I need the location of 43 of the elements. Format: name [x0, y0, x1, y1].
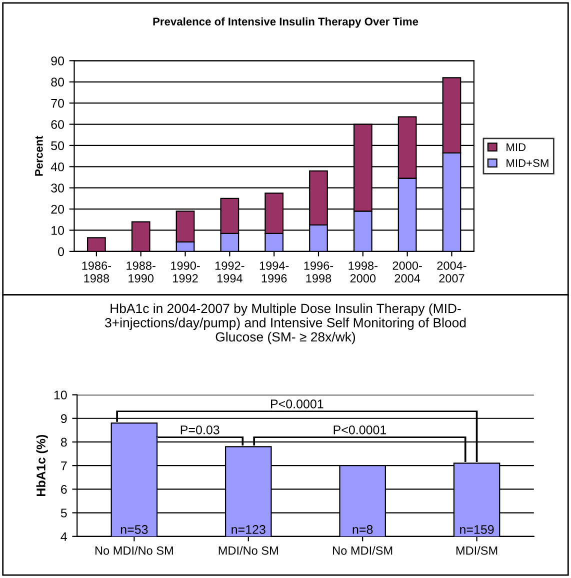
y-tick-label: 40 [50, 162, 64, 172]
y-tick-label: 10 [52, 226, 64, 235]
chart-title: Prevalence of Intensive Insulin Therapy Over Time [153, 17, 418, 28]
y-axis-title: Percent [35, 136, 43, 176]
y-tick-label: 60 [51, 120, 64, 129]
y-tick-label: 90 [51, 56, 64, 66]
x-tick-label: 1992- 1994 [215, 261, 244, 283]
legend-label: MID+SM [506, 159, 548, 167]
annotation: n=8 [352, 525, 373, 534]
y-tick-label: 9 [61, 414, 67, 424]
y-tick-label: 5 [60, 508, 67, 518]
annotation: P<0.0001 [334, 425, 386, 434]
y-tick-label: 20 [51, 204, 64, 214]
x-tick-label: 1998- 2000 [348, 261, 378, 283]
x-tick-label: No MDI/SM [333, 546, 392, 555]
y-tick-label: 4 [60, 532, 67, 541]
y-tick-label: 70 [51, 98, 64, 108]
y-tick-label: 10 [54, 390, 67, 400]
x-tick-label: 2000- 2004 [392, 261, 422, 283]
y-axis-title: HbA1c (%) [36, 434, 48, 496]
x-tick-label: 1986- 1988 [82, 261, 112, 283]
y-tick-label: 6 [61, 484, 67, 494]
annotation: n=53 [120, 525, 148, 534]
y-tick-label: 30 [51, 184, 64, 192]
x-tick-label: 1990- 1992 [171, 261, 200, 283]
annotation: n=159 [460, 525, 494, 534]
annotation: P=0.03 [180, 425, 220, 434]
y-tick-label: 0 [58, 247, 64, 256]
legend-label: MID [506, 143, 526, 151]
chart-title: HbA1c in 2004-2007 by Multiple Dose Insulin Therapy (MID- 3+injections/day/pump) and Intensive Self Monitoring of Blood Glucose (SM- ≥ 28x/wk) [105, 303, 466, 344]
x-tick-label: MDI/SM [456, 546, 498, 555]
x-tick-label: 2004- 2007 [437, 261, 466, 283]
y-tick-label: 50 [51, 141, 64, 150]
annotation: n=123 [232, 525, 266, 534]
x-tick-label: MDI/No SM [218, 546, 278, 555]
x-tick-label: 1994- 1996 [260, 261, 289, 283]
annotation: P<0.0001 [271, 400, 324, 408]
x-tick-label: 1996- 1998 [304, 261, 334, 283]
y-tick-label: 7 [61, 462, 67, 470]
x-tick-label: 1988- 1990 [126, 261, 156, 283]
x-tick-label: No MDI/No SM [95, 546, 173, 555]
y-tick-label: 80 [51, 78, 64, 87]
y-tick-label: 8 [60, 438, 67, 447]
